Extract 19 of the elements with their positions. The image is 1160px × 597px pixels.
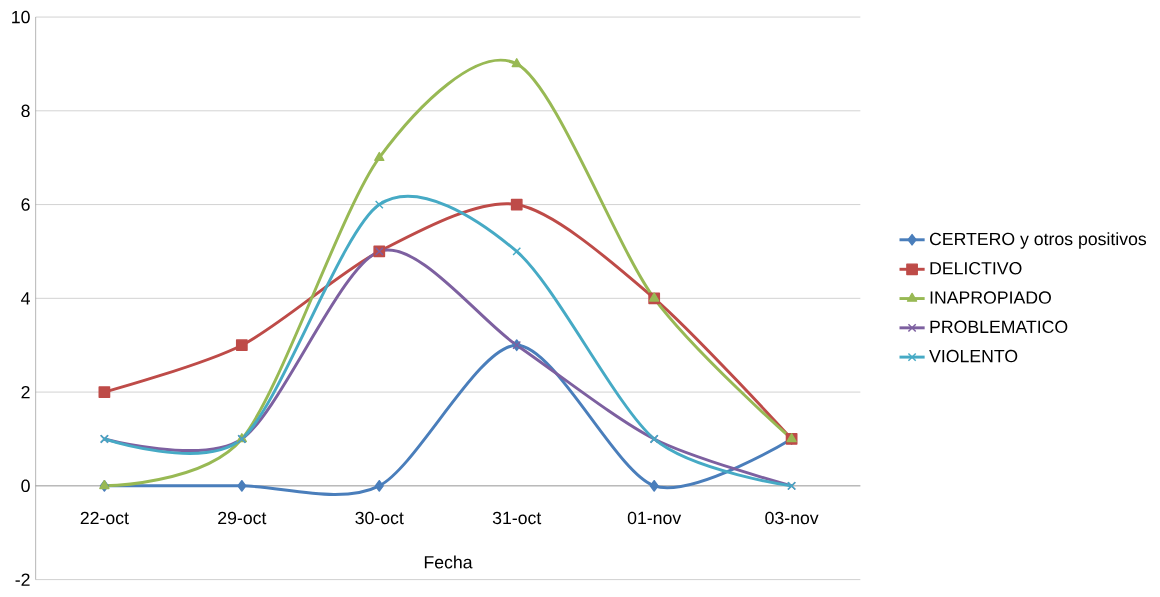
x-tick-label: 30-oct: [355, 511, 404, 525]
y-tick-label: 6: [21, 198, 30, 212]
y-tick-label: 10: [12, 11, 30, 24]
y-tick-label: 4: [21, 292, 30, 305]
x-tick-label: 29-oct: [218, 511, 267, 525]
legend-label: INAPROPIADO: [930, 291, 1051, 304]
legend-label: CERTERO y otros positivos: [929, 232, 1147, 249]
legend-label: VIOLENTO: [929, 350, 1018, 363]
x-tick-label: 03-nov: [765, 511, 819, 525]
x-tick-label: 01-nov: [627, 511, 682, 525]
x-tick-label: 22-oct: [80, 511, 129, 525]
y-tick-label: 2: [21, 386, 30, 399]
x-tick-label: 31-oct: [492, 511, 542, 525]
legend-label: PROBLEMATICO: [930, 320, 1068, 334]
legend-label: DELICTIVO: [930, 262, 1022, 275]
x-axis-title: Fecha: [424, 555, 473, 569]
y-tick-label: 8: [21, 104, 30, 118]
y-tick-label: 0: [21, 479, 30, 493]
y-tick-label: -2: [15, 573, 30, 586]
